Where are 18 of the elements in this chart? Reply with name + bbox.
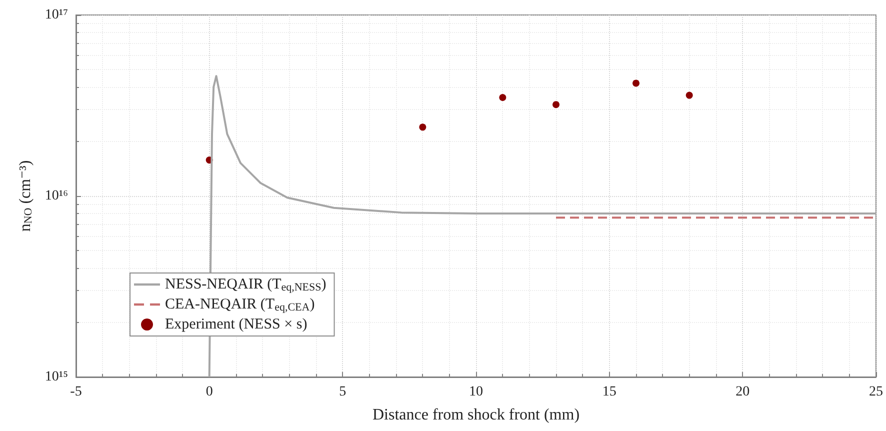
point (552, 101, 560, 108)
x-tick-label: 25 (869, 384, 883, 400)
x-tick-label: 20 (736, 384, 750, 400)
legend-label: Experiment (NESS × s) (165, 316, 308, 332)
x-tick-label: -5 (70, 384, 82, 400)
y-axis-title: nNO (cm⁻³) (16, 160, 34, 232)
y-tick-label: 10¹⁵ (44, 370, 68, 384)
x-axis-title: Distance from shock front (mm) (372, 406, 580, 424)
y-tick-label: 10¹⁶ (44, 188, 68, 204)
x-tick-label: 10 (469, 384, 483, 400)
point (499, 94, 506, 102)
x-tick-label: 5 (339, 384, 346, 400)
point (686, 92, 693, 99)
point (632, 80, 640, 87)
y-tick-label: 10¹⁷ (44, 8, 68, 22)
x-tick-label: 0 (206, 384, 213, 400)
point (419, 124, 426, 131)
x-tick-label: 15 (602, 384, 616, 400)
